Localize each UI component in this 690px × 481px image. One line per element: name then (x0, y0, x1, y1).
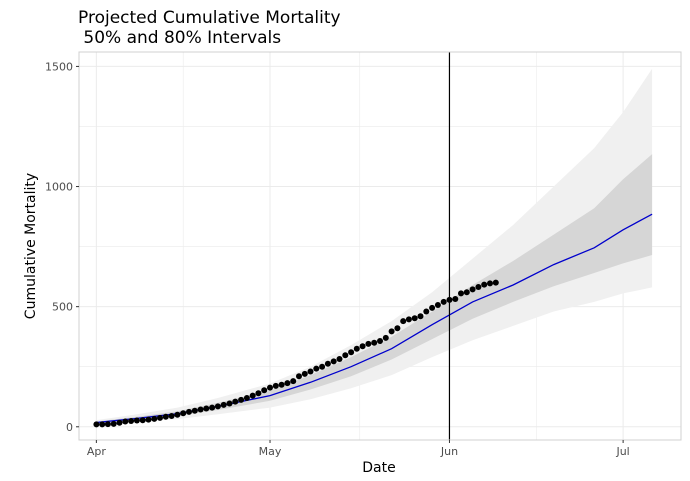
observed-point-23 (226, 400, 233, 407)
observed-point-4 (116, 419, 123, 426)
observed-point-28 (255, 390, 262, 397)
observed-point-58 (429, 304, 436, 311)
observed-point-43 (342, 352, 349, 359)
observed-point-44 (348, 349, 355, 356)
observed-point-29 (261, 387, 268, 394)
observed-point-69 (492, 279, 499, 286)
observed-point-33 (284, 380, 291, 387)
observed-point-67 (481, 281, 488, 288)
observed-point-22 (220, 401, 227, 408)
observed-point-50 (382, 334, 389, 341)
observed-point-64 (463, 289, 470, 296)
observed-point-54 (405, 316, 412, 323)
observed-point-3 (110, 420, 117, 427)
observed-point-16 (186, 408, 192, 415)
observed-point-45 (353, 345, 360, 352)
observed-point-52 (394, 325, 401, 332)
observed-point-20 (209, 404, 216, 411)
observed-point-7 (133, 417, 140, 424)
observed-point-63 (458, 290, 464, 297)
observed-point-5 (122, 418, 129, 425)
panel-border (78, 51, 682, 441)
observed-point-24 (232, 398, 239, 405)
interval-50-band (96, 154, 653, 424)
observed-point-42 (336, 356, 343, 362)
observed-point-57 (423, 308, 430, 315)
x-tick-label-jun: Jun (440, 445, 458, 458)
observed-point-9 (145, 416, 152, 423)
observed-point-31 (272, 382, 279, 389)
band50-layer (96, 154, 653, 424)
observed-point-61 (446, 296, 453, 303)
y-tick-label-500: 500 (52, 301, 73, 314)
x-axis-title: Date (362, 460, 395, 476)
chart-title-line-2: 50% and 80% Intervals (78, 28, 281, 48)
observed-point-35 (296, 373, 302, 380)
observed-point-46 (359, 343, 366, 350)
x-tick-label-jul: Jul (615, 445, 629, 458)
observed-point-39 (319, 363, 326, 370)
x-tick-label-apr: Apr (87, 445, 107, 458)
observed-point-19 (203, 405, 210, 412)
observed-point-59 (434, 302, 441, 308)
observed-point-37 (307, 368, 314, 375)
observed-point-1 (99, 421, 106, 428)
observed-point-10 (151, 415, 158, 422)
observed-point-55 (411, 315, 418, 322)
observed-point-25 (238, 396, 245, 403)
observed-point-34 (290, 378, 297, 385)
observed-point-48 (371, 339, 378, 346)
chart-title-line-1: Projected Cumulative Mortality (78, 8, 341, 28)
y-tick-label-0: 0 (66, 421, 73, 434)
tick-layer: 0 500 1000 1500 Apr May Jun Jul (45, 60, 630, 458)
observed-point-11 (157, 414, 163, 421)
observed-point-12 (162, 413, 169, 420)
y-tick-label-1500: 1500 (45, 60, 73, 73)
observed-point-47 (365, 340, 372, 347)
observed-point-0 (93, 421, 100, 428)
observed-point-18 (197, 406, 204, 413)
observed-point-49 (377, 338, 383, 344)
observed-point-26 (243, 395, 250, 401)
observed-point-53 (400, 318, 407, 325)
observed-point-8 (139, 417, 146, 424)
observed-point-21 (214, 403, 221, 410)
observed-point-62 (452, 296, 459, 302)
observed-point-65 (469, 286, 476, 293)
observed-point-6 (128, 418, 135, 424)
points-layer (93, 279, 499, 428)
observed-point-14 (174, 411, 181, 418)
observed-point-2 (104, 421, 111, 428)
observed-point-66 (475, 284, 482, 290)
observed-point-60 (440, 298, 447, 305)
observed-point-32 (278, 381, 285, 388)
observed-point-38 (313, 365, 320, 372)
observed-point-13 (168, 413, 175, 419)
observed-point-15 (180, 410, 187, 417)
observed-point-41 (330, 358, 337, 365)
observed-point-27 (249, 392, 256, 399)
y-axis-title: Cumulative Mortality (23, 173, 39, 319)
observed-point-40 (324, 360, 331, 367)
observed-point-51 (388, 328, 395, 335)
observed-point-56 (417, 313, 424, 320)
observed-point-36 (301, 370, 308, 377)
observed-point-68 (487, 280, 493, 287)
observed-point-17 (191, 407, 198, 414)
x-tick-label-may: May (259, 445, 282, 458)
y-tick-label-1000: 1000 (45, 181, 73, 194)
observed-point-30 (267, 384, 273, 391)
